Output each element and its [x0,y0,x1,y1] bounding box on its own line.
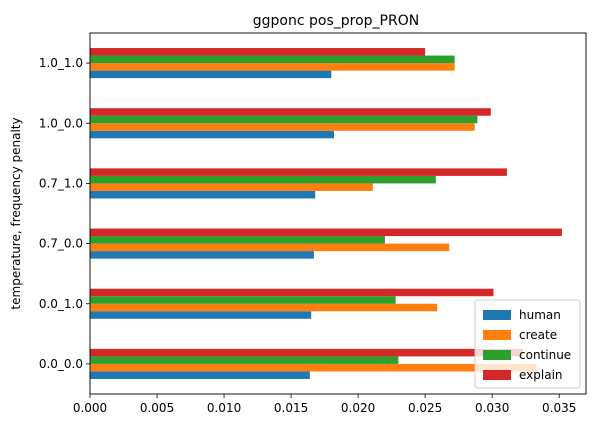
chart-title: ggponc pos_prop_PRON [253,13,419,29]
y-tick-label: 1.0_0.0 [39,116,83,130]
x-tick-label: 0.035 [542,401,576,415]
bar-create-1.0_0.0 [90,123,475,131]
bar-continue-0.7_1.0 [90,175,436,184]
bars-group [90,48,562,379]
bar-create-1.0_1.0 [90,63,455,71]
legend-swatch-continue [483,350,511,360]
bar-create-0.7_0.0 [90,243,450,252]
x-tick-label: 0.015 [274,401,308,415]
bar-explain-0.0_1.0 [90,288,494,297]
bar-continue-0.0_0.0 [90,356,399,364]
bar-continue-0.7_0.0 [90,236,385,244]
y-axis-label: temperature, frequency penalty [9,117,23,309]
y-axis: 0.0_0.0 0.0_1.0 0.7_0.0 0.7_1.0 1.0_0.0 1.0_1… [39,56,90,371]
y-tick-label: 0.0_1.0 [39,297,83,311]
legend-swatch-create [483,330,511,340]
bar-human-0.0_1.0 [90,311,312,319]
bar-explain-0.0_0.0 [90,348,523,357]
bar-continue-1.0_1.0 [90,55,455,64]
bar-explain-1.0_0.0 [90,108,491,116]
x-tick-label: 0.010 [207,401,241,415]
legend-box [474,299,581,389]
y-tick-label: 0.7_0.0 [39,237,83,251]
legend-swatch-human [483,310,511,320]
legend-label-human: human [519,308,561,322]
y-tick-label: 0.7_1.0 [39,176,83,190]
bar-continue-1.0_0.0 [90,115,478,124]
x-tick-label: 0.005 [140,401,174,415]
x-tick-label: 0.020 [341,401,375,415]
x-tick-label: 0.025 [408,401,442,415]
bar-continue-0.0_1.0 [90,296,396,304]
y-tick-label: 0.0_0.0 [39,357,83,371]
bar-human-1.0_1.0 [90,70,332,79]
x-tick-label: 0.000 [73,401,107,415]
bar-explain-0.7_1.0 [90,168,507,176]
bar-human-0.7_1.0 [90,190,316,199]
bar-human-1.0_0.0 [90,130,334,139]
bar-human-0.0_0.0 [90,371,310,379]
bar-create-0.7_1.0 [90,183,373,191]
plot-area-frame [89,32,587,395]
legend-swatch-explain [483,370,511,380]
legend-label-explain: explain [519,368,563,382]
legend-label-create: create [519,328,557,342]
legend-label-continue: continue [519,348,571,362]
x-axis: 0.000 0.005 0.010 0.015 0.020 0.025 0.030 0.035 [73,394,576,415]
legend: human create continue explain [474,299,581,389]
bar-explain-1.0_1.0 [90,48,426,56]
bar-human-0.7_0.0 [90,251,314,259]
bar-create-0.0_0.0 [90,363,537,372]
x-tick-label: 0.030 [475,401,509,415]
bar-create-0.0_1.0 [90,303,438,312]
y-tick-label: 1.0_1.0 [39,56,83,70]
bar-explain-0.7_0.0 [90,228,562,237]
